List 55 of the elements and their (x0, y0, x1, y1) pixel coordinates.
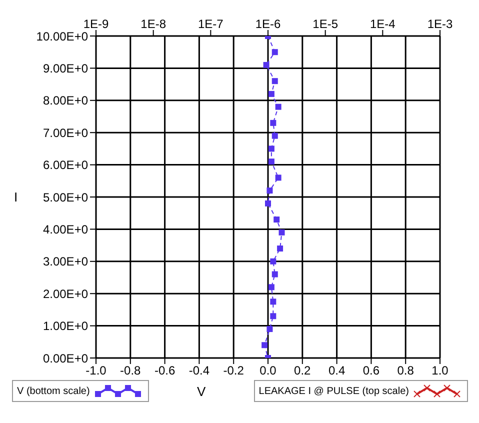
x-tick-label: 0.6 (362, 364, 380, 378)
point (270, 120, 276, 126)
x2-tick-label: 1E-8 (140, 17, 166, 31)
point (266, 188, 273, 194)
point (272, 132, 278, 139)
y-tick-label: 3.00E+0 (42, 254, 88, 269)
x2-tick-label: 1E-3 (427, 17, 453, 31)
x-tick-label: 0.0 (260, 364, 277, 378)
legend-label: V (bottom scale) (17, 386, 90, 396)
legend-label: LEAKAGE I @ PULSE (top scale) (258, 386, 409, 396)
point (268, 146, 274, 152)
y-tick-label: 4.00E+0 (42, 222, 88, 236)
y-tick-label: 1.00E+0 (42, 319, 88, 334)
x2-tick-label: 1E-5 (312, 17, 338, 31)
point (270, 258, 276, 264)
point (277, 246, 284, 252)
point (270, 298, 276, 305)
y-axis-title: I (14, 190, 18, 205)
point (272, 78, 278, 84)
x-tick-label: -0.4 (188, 364, 210, 378)
x-tick-label: -1.0 (86, 364, 107, 378)
x2-tick-label: 1E-9 (83, 17, 109, 31)
x-tick-label: 0.4 (328, 364, 346, 378)
x2-tick-label: 1E-6 (255, 17, 281, 31)
x2-tick-label: 1E-4 (370, 17, 396, 31)
point (272, 49, 278, 56)
y-tick-label: 10.00E+0 (36, 29, 88, 44)
point (262, 342, 268, 348)
x2-tick-label: 1E-7 (198, 17, 224, 31)
y-tick-label: 7.00E+0 (42, 126, 88, 140)
y-tick-label: 2.00E+0 (42, 286, 88, 301)
x-tick-label: -0.2 (223, 364, 244, 378)
x-tick-label: -0.6 (154, 364, 176, 378)
point (263, 62, 270, 68)
point (270, 313, 276, 320)
y-tick-label: 9.00E+0 (42, 61, 88, 76)
point (268, 90, 274, 97)
x-axis-title: V (196, 384, 206, 398)
point (268, 284, 274, 290)
x-tick-label: 0.8 (397, 364, 414, 378)
point (274, 216, 280, 223)
point (265, 200, 271, 206)
y-tick-label: 0.00E+0 (42, 351, 88, 366)
x-tick-label: 1.0 (432, 364, 449, 378)
point (275, 104, 282, 110)
y-tick-label: 8.00E+0 (42, 94, 88, 108)
x-tick-label: -0.8 (120, 364, 142, 378)
point (266, 326, 273, 332)
point (268, 158, 274, 165)
y-tick-label: 5.00E+0 (42, 190, 88, 204)
point (275, 174, 282, 181)
x-tick-label: 0.2 (294, 364, 312, 378)
point (272, 271, 278, 278)
y-tick-label: 6.00E+0 (42, 158, 88, 172)
point (278, 229, 285, 236)
